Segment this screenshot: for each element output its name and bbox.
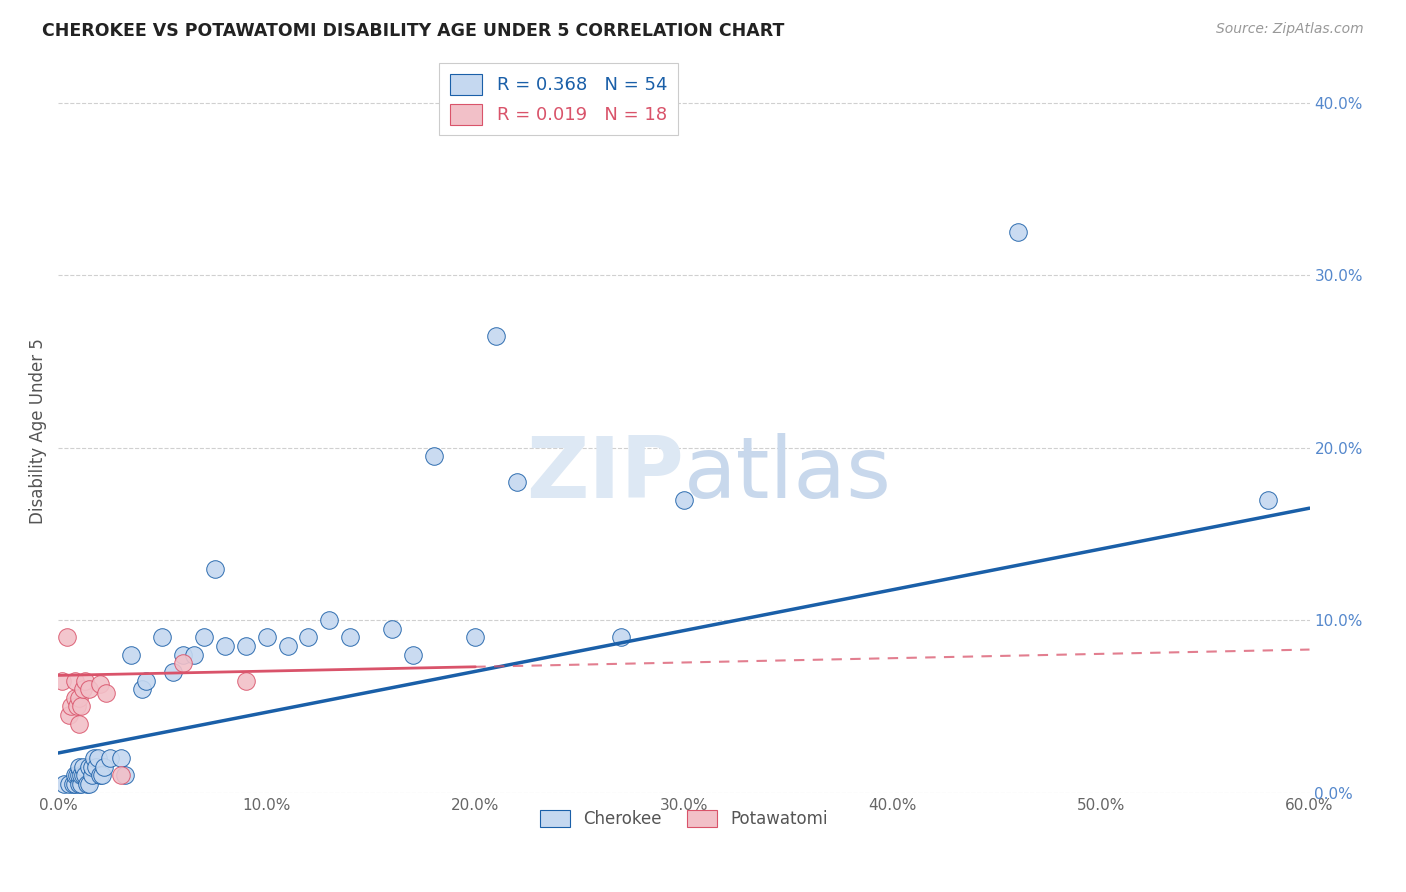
Point (172, 648, 194, 662)
Point (402, 648, 425, 662)
Point (63, 673, 86, 688)
Point (98, 751, 121, 765)
Point (464, 631, 486, 645)
Point (70, 768, 93, 782)
Point (131, 682, 153, 697)
Point (70, 699, 93, 714)
Point (83, 751, 105, 765)
Point (62, 777, 84, 791)
Point (318, 613, 340, 627)
Point (67, 760, 90, 774)
Point (76, 777, 98, 791)
Point (277, 639, 299, 653)
Point (72, 768, 94, 782)
Legend: Cherokee, Potawatomi: Cherokee, Potawatomi (533, 804, 834, 835)
Point (75, 673, 97, 688)
Point (1257, 492, 1279, 507)
Point (172, 657, 194, 671)
Point (53, 777, 76, 791)
Point (110, 768, 132, 782)
Point (87, 751, 110, 765)
Point (214, 639, 236, 653)
Point (70, 777, 93, 791)
Point (93, 760, 115, 774)
Point (89, 677, 111, 691)
Point (256, 631, 278, 645)
Point (72, 682, 94, 697)
Point (339, 631, 361, 645)
Point (67, 690, 90, 705)
Point (422, 450, 444, 464)
Point (66, 768, 89, 782)
Point (59, 699, 82, 714)
Point (381, 622, 404, 636)
Y-axis label: Disability Age Under 5: Disability Age Under 5 (30, 338, 46, 524)
Text: CHEROKEE VS POTAWATOMI DISABILITY AGE UNDER 5 CORRELATION CHART: CHEROKEE VS POTAWATOMI DISABILITY AGE UN… (42, 22, 785, 40)
Text: Source: ZipAtlas.com: Source: ZipAtlas.com (1216, 22, 1364, 37)
Point (235, 673, 257, 688)
Point (235, 639, 257, 653)
Point (89, 768, 111, 782)
Point (51, 673, 73, 688)
Point (94, 686, 117, 700)
Point (135, 673, 157, 688)
Point (63, 768, 86, 782)
Point (84, 760, 107, 774)
Point (506, 475, 529, 490)
Point (204, 561, 226, 575)
Point (183, 648, 205, 662)
Point (80, 760, 103, 774)
Point (72, 760, 94, 774)
Point (1007, 225, 1029, 239)
Point (120, 648, 142, 662)
Text: atlas: atlas (683, 433, 891, 516)
Point (63, 777, 86, 791)
Point (58, 708, 80, 723)
Point (66, 699, 89, 714)
Point (79, 760, 101, 774)
Text: ZIP: ZIP (526, 433, 683, 516)
Point (152, 631, 174, 645)
Point (110, 751, 132, 765)
Point (67, 768, 90, 782)
Point (91, 768, 114, 782)
Point (193, 631, 215, 645)
Point (79, 682, 101, 697)
Point (67, 777, 90, 791)
Point (297, 631, 319, 645)
Point (485, 328, 508, 343)
Point (75, 768, 97, 782)
Point (610, 631, 633, 645)
Point (162, 665, 184, 679)
Point (67, 716, 90, 731)
Point (114, 768, 136, 782)
Point (63, 690, 86, 705)
Point (58, 777, 80, 791)
Point (79, 777, 101, 791)
Point (55, 631, 77, 645)
Point (80, 768, 103, 782)
Point (672, 492, 695, 507)
